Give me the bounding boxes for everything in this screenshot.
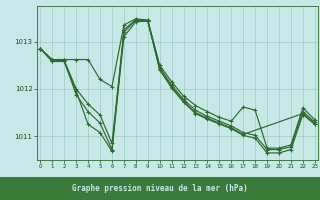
Text: Graphe pression niveau de la mer (hPa): Graphe pression niveau de la mer (hPa) [72,184,248,193]
